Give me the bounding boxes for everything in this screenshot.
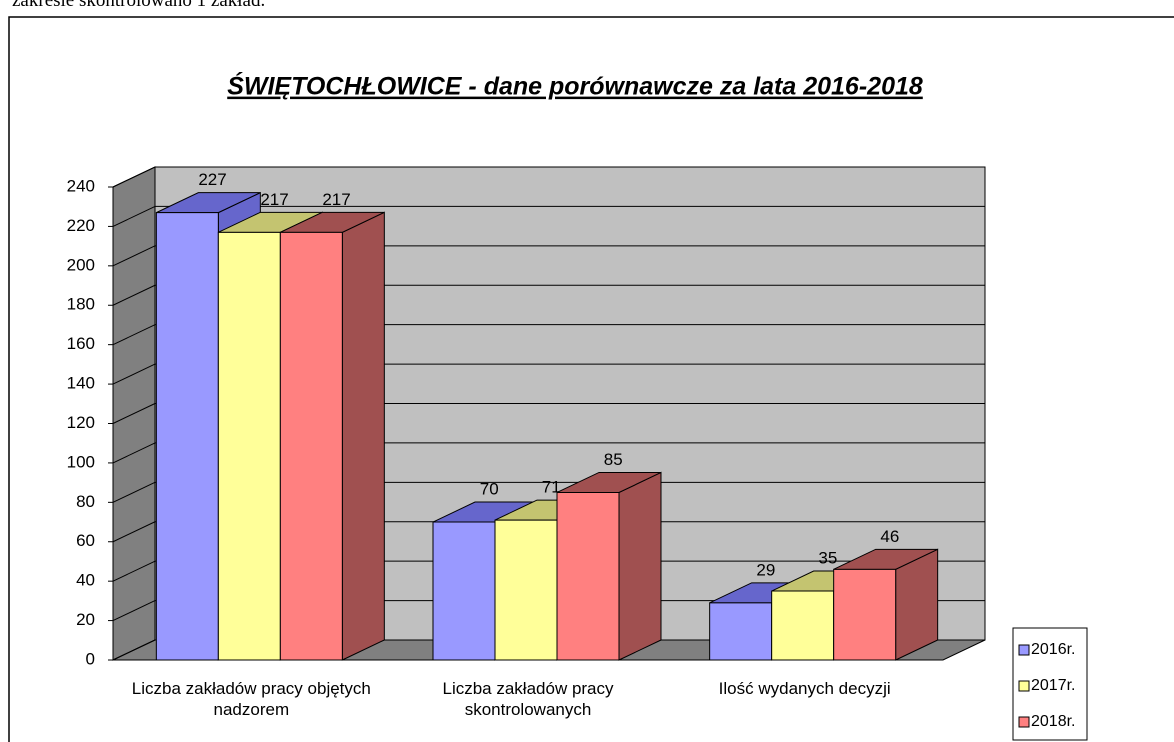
grid-line (112, 363, 156, 385)
grid-line (112, 442, 156, 464)
grid-line (112, 403, 156, 424)
x-tick-label: Liczba zakładów pracy objętych nadzorem (131, 679, 371, 719)
grid-line (112, 245, 156, 267)
legend-swatch (1018, 716, 1030, 728)
grid-line (112, 521, 156, 543)
legend-swatch (1018, 680, 1030, 692)
bar-face (833, 568, 897, 661)
value-label: 71 (542, 478, 561, 497)
y-tick-label: 240 (67, 176, 95, 195)
bar (833, 548, 939, 661)
grid-line (112, 166, 156, 188)
bar-face (217, 231, 281, 661)
bar-face (432, 521, 496, 661)
bar (279, 211, 385, 661)
bar (556, 471, 662, 661)
grid-line (112, 481, 156, 503)
bar-face (279, 231, 343, 661)
value-label: 46 (880, 527, 899, 546)
x-tick-label: Liczba zakładów pracy skontrolowanych (442, 679, 614, 719)
legend-label: 2018r. (1031, 713, 1075, 730)
y-tick-label: 100 (67, 452, 95, 471)
value-label: 70 (480, 480, 499, 499)
bar-face (155, 212, 219, 661)
bar-face (556, 491, 620, 661)
y-tick-label: 160 (67, 334, 95, 353)
bar-face (494, 519, 558, 661)
value-label: 217 (260, 190, 288, 209)
bar-face (618, 471, 662, 661)
y-tick-label: 140 (67, 374, 95, 393)
legend-label: 2017r. (1031, 677, 1075, 694)
grid-line (112, 639, 156, 661)
bar-face (341, 211, 385, 661)
y-tick-label: 120 (67, 413, 95, 432)
y-tick-label: 220 (67, 216, 95, 235)
value-label: 29 (756, 560, 775, 579)
value-label: 85 (604, 450, 623, 469)
grid-line (112, 560, 156, 582)
x-tick-label: Ilość wydanych decyzji (718, 679, 891, 698)
grid-line (112, 284, 156, 306)
bar-face (771, 590, 835, 661)
intro-text: zakresie skontrolowano 1 zakład. (12, 0, 266, 11)
grid-line (112, 205, 156, 227)
y-tick-label: 20 (76, 610, 95, 629)
value-label: 227 (198, 170, 226, 189)
y-tick-label: 200 (67, 255, 95, 274)
grid-line (112, 324, 156, 346)
y-tick-label: 40 (76, 571, 95, 590)
y-tick-label: 80 (76, 492, 95, 511)
value-label: 35 (818, 549, 837, 568)
chart-title: ŚWIĘTOCHŁOWICE - dane porównawcze za lat… (227, 72, 923, 101)
bar-face (709, 602, 773, 661)
y-tick-label: 180 (67, 295, 95, 314)
y-tick-label: 0 (86, 649, 95, 668)
grid-line (112, 600, 156, 622)
legend-label: 2016r. (1031, 641, 1075, 658)
legend-swatch (1018, 644, 1030, 656)
y-tick-label: 60 (76, 531, 95, 550)
value-label: 217 (322, 190, 350, 209)
